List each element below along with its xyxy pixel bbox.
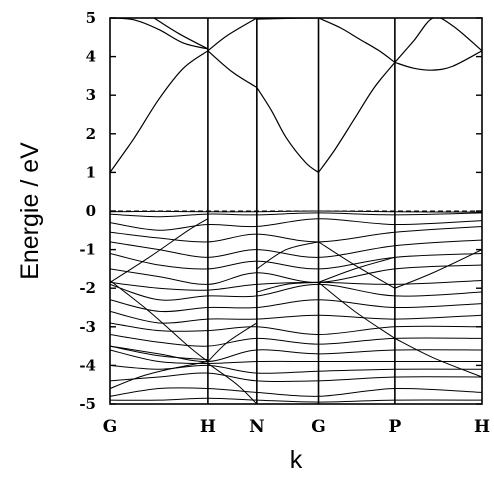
x-tick-label: G <box>311 417 326 437</box>
y-tick-label: -4 <box>79 356 96 374</box>
y-tick-label: 3 <box>86 86 96 104</box>
valence-band-line <box>318 241 396 289</box>
valence-band-line <box>110 310 482 324</box>
valence-band-line <box>256 281 319 293</box>
valence-band-line <box>110 322 482 336</box>
y-tick-label: 5 <box>86 9 96 27</box>
y-tick-label: 0 <box>86 202 96 220</box>
valence-band-line <box>110 225 482 243</box>
valence-band-line <box>110 345 482 363</box>
valence-band-line <box>110 218 209 283</box>
x-axis-label: k <box>290 446 303 474</box>
y-tick-label: -2 <box>79 279 96 297</box>
x-tick-label: G <box>103 417 118 437</box>
valence-band-line <box>207 322 258 362</box>
valence-band-line <box>110 364 482 374</box>
valence-band-line <box>110 397 482 403</box>
conduction-band-line <box>394 18 482 63</box>
y-ticks: 5 4 3 2 1 0 -1 -2 -3 -4 -5 <box>79 9 482 413</box>
conduction-band-line <box>318 62 396 173</box>
valence-band-line <box>110 372 482 383</box>
valence-band-line <box>110 387 482 397</box>
valence-band-line <box>318 256 396 283</box>
valence-band-line <box>110 280 209 362</box>
conduction-band-line <box>394 50 482 71</box>
conduction-band-line <box>110 18 209 50</box>
valence-band-line <box>110 279 482 291</box>
y-tick-label: -1 <box>79 241 96 259</box>
x-tick-label: P <box>388 417 401 437</box>
valence-band-line <box>110 264 482 285</box>
conduction-band-line <box>318 18 396 63</box>
y-tick-label: -5 <box>79 395 96 413</box>
conduction-band-line <box>110 50 209 173</box>
valence-band-line <box>110 299 482 313</box>
valence-band-line <box>110 349 482 364</box>
conduction-band-line <box>256 87 319 173</box>
valence-band-line <box>256 241 319 270</box>
valence-band-line <box>394 249 482 289</box>
valence-band-line <box>110 218 482 231</box>
y-tick-label: 1 <box>86 163 96 181</box>
y-tick-label: 4 <box>86 48 96 66</box>
valence-band-line <box>110 334 482 347</box>
conduction-band-line <box>153 18 209 50</box>
valence-band-line <box>110 345 208 361</box>
valence-band-line <box>110 212 482 218</box>
valence-band-line <box>318 282 396 339</box>
y-axis-label: Energie / eV <box>16 142 44 280</box>
valence-band-line <box>110 283 482 301</box>
y-tick-label: -3 <box>79 318 96 336</box>
y-tick-label: 2 <box>86 125 96 143</box>
valence-band-line <box>110 239 482 258</box>
bands-group <box>110 18 482 404</box>
conduction-band-line <box>207 50 258 88</box>
valence-band-line <box>394 337 482 378</box>
valence-band-line <box>110 361 208 390</box>
x-tick-label: H <box>474 417 490 437</box>
conduction-band-line <box>207 18 258 52</box>
x-tick-label: N <box>249 417 265 437</box>
x-tick-label: H <box>200 417 216 437</box>
valence-band-line <box>207 363 258 404</box>
valence-band-line <box>110 252 482 270</box>
